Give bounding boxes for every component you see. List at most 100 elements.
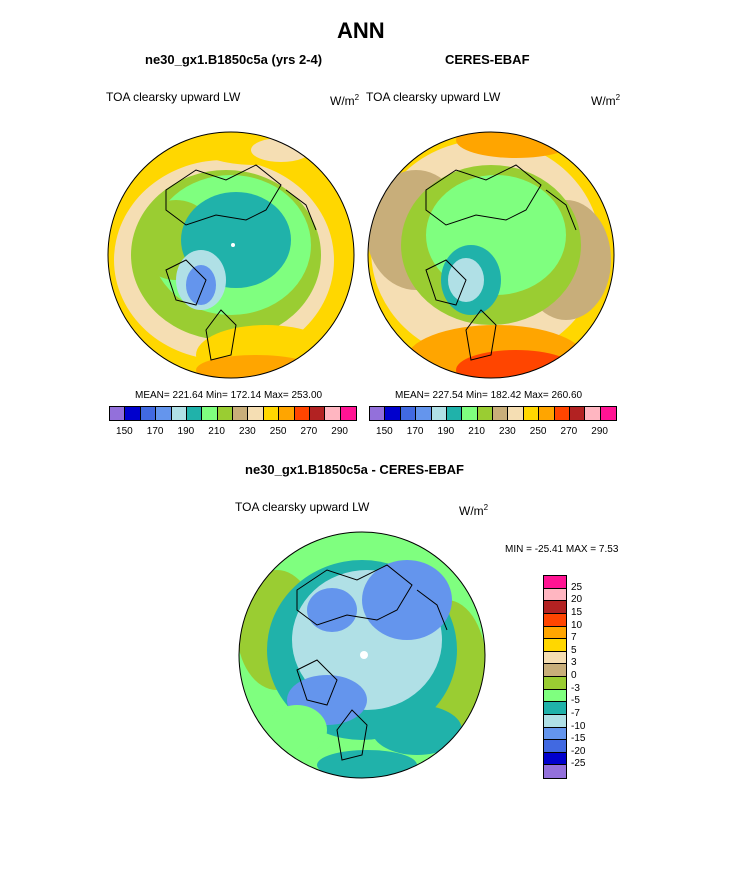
- panel-obs-variable: TOA clearsky upward LW: [366, 90, 501, 104]
- colorbar-swatch: [400, 407, 417, 420]
- difference-heading: ne30_gx1.B1850c5a - CERES-EBAF: [245, 462, 464, 477]
- colorbar-tick-label: 170: [146, 426, 164, 437]
- colorbar-swatch: [585, 407, 601, 420]
- colorbar-swatch: [263, 407, 280, 420]
- colorbar-swatch: [125, 407, 141, 420]
- page-title: ANN: [337, 18, 385, 43]
- colorbar-swatch: [523, 407, 540, 420]
- colorbar-swatch: [233, 407, 249, 420]
- colorbar-swatch: [544, 702, 566, 715]
- colorbar-swatch: [508, 407, 524, 420]
- colorbar-swatch: [431, 407, 447, 420]
- colorbar-tick-label: 270: [300, 426, 318, 437]
- colorbar-tick-label: -15: [571, 733, 586, 745]
- colorbar-tick-label: 150: [116, 426, 133, 437]
- obs-colorbar-ticks: 150 170 190 210 230 250 270 290: [369, 426, 615, 440]
- obs-colorbar: [369, 406, 617, 421]
- colorbar-swatch: [156, 407, 172, 420]
- colorbar-tick-label: 20: [571, 594, 583, 606]
- colorbar-swatch: [544, 601, 566, 614]
- model-polar-map: [107, 131, 355, 379]
- colorbar-swatch: [544, 752, 566, 766]
- colorbar-swatch: [294, 407, 310, 420]
- colorbar-tick-label: 5: [571, 644, 577, 656]
- colorbar-swatch: [544, 714, 566, 728]
- colorbar-tick-label: 190: [177, 426, 195, 437]
- colorbar-swatch: [110, 407, 126, 420]
- colorbar-tick-label: -10: [571, 720, 586, 732]
- colorbar-swatch: [477, 407, 493, 420]
- colorbar-tick-label: 290: [591, 426, 608, 437]
- colorbar-tick-label: -3: [571, 682, 580, 694]
- colorbar-swatch: [544, 626, 566, 640]
- colorbar-swatch: [340, 407, 356, 420]
- colorbar-swatch: [544, 727, 566, 741]
- colorbar-tick-label: 170: [406, 426, 424, 437]
- colorbar-tick-label: 190: [437, 426, 455, 437]
- difference-polar-map: [238, 531, 486, 779]
- colorbar-swatch: [539, 407, 555, 420]
- colorbar-tick-label: 10: [571, 619, 583, 631]
- colorbar-swatch: [416, 407, 432, 420]
- colorbar-swatch: [140, 407, 157, 420]
- colorbar-swatch: [544, 689, 566, 703]
- colorbar-swatch: [202, 407, 218, 420]
- colorbar-swatch: [279, 407, 295, 420]
- colorbar-swatch: [544, 765, 566, 778]
- colorbar-swatch: [544, 664, 566, 677]
- colorbar-swatch: [569, 407, 586, 420]
- panel-model-stats: MEAN= 221.64 Min= 172.14 Max= 253.00: [135, 390, 323, 401]
- model-colorbar-ticks: 150 170 190 210 230 250 270 290: [109, 426, 355, 440]
- difference-units: W/m2: [459, 503, 489, 518]
- panel-obs-stats: MEAN= 227.54 Min= 182.42 Max= 260.60: [395, 390, 583, 401]
- colorbar-tick-label: -5: [571, 695, 580, 707]
- panel-model-units: W/m2: [330, 93, 360, 108]
- colorbar-tick-label: 230: [499, 426, 516, 437]
- panel-model-heading: ne30_gx1.B1850c5a (yrs 2-4): [145, 52, 323, 67]
- panel-obs-units: W/m2: [591, 93, 621, 108]
- difference-variable: TOA clearsky upward LW: [235, 500, 370, 514]
- colorbar-swatch: [493, 407, 509, 420]
- colorbar-swatch: [462, 407, 478, 420]
- colorbar-swatch: [544, 677, 566, 690]
- colorbar-swatch: [554, 407, 570, 420]
- colorbar-tick-label: 0: [571, 670, 577, 681]
- colorbar-tick-label: 290: [331, 426, 348, 437]
- colorbar-swatch: [309, 407, 326, 420]
- colorbar-tick-label: 250: [529, 426, 547, 437]
- colorbar-tick-label: 150: [376, 426, 393, 437]
- colorbar-tick-label: 7: [571, 632, 577, 644]
- colorbar-swatch: [446, 407, 463, 420]
- colorbar-swatch: [600, 407, 616, 420]
- colorbar-tick-label: 270: [560, 426, 578, 437]
- colorbar-swatch: [325, 407, 341, 420]
- colorbar-tick-label: 210: [468, 426, 485, 437]
- colorbar-swatch: [171, 407, 187, 420]
- difference-colorbar-ticks: 25 20 15 10 7 5 3 0 -3 -5 -7 -10 -15 -20 -25: [571, 575, 611, 777]
- colorbar-tick-label: 3: [571, 657, 577, 669]
- panel-model-variable: TOA clearsky upward LW: [106, 90, 241, 104]
- colorbar-swatch: [544, 651, 566, 665]
- obs-polar-map: [367, 131, 615, 379]
- colorbar-tick-label: -20: [571, 745, 586, 757]
- panel-obs-heading: CERES-EBAF: [445, 52, 530, 67]
- colorbar-tick-label: 250: [269, 426, 287, 437]
- model-colorbar: [109, 406, 357, 421]
- colorbar-tick-label: 15: [571, 606, 583, 618]
- colorbar-tick-label: -25: [571, 758, 586, 770]
- colorbar-swatch: [370, 407, 386, 420]
- colorbar-swatch: [544, 740, 566, 753]
- colorbar-swatch: [186, 407, 203, 420]
- colorbar-tick-label: 230: [239, 426, 256, 437]
- colorbar-swatch: [248, 407, 264, 420]
- colorbar-tick-label: 210: [208, 426, 225, 437]
- difference-colorbar: [543, 575, 567, 779]
- colorbar-swatch: [544, 639, 566, 652]
- colorbar-swatch: [544, 588, 566, 602]
- colorbar-tick-label: -7: [571, 707, 580, 719]
- difference-minmax: MIN = -25.41 MAX = 7.53: [505, 544, 619, 555]
- colorbar-swatch: [217, 407, 233, 420]
- colorbar-swatch: [544, 576, 566, 589]
- colorbar-swatch: [544, 613, 566, 627]
- colorbar-tick-label: 25: [571, 581, 583, 593]
